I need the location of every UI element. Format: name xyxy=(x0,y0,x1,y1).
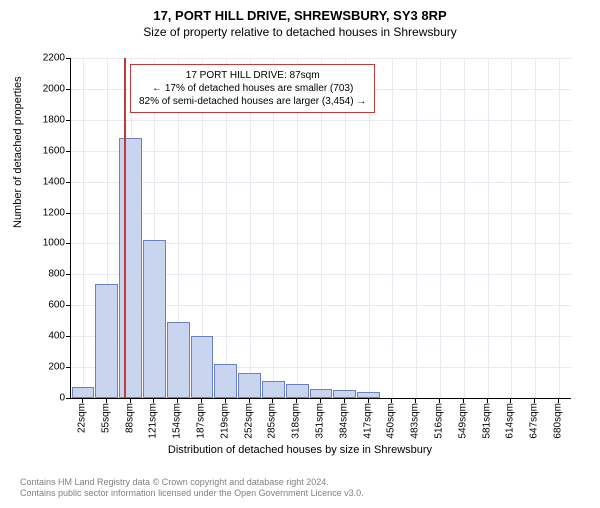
ytick-mark xyxy=(66,213,71,214)
xtick-label: 219sqm xyxy=(219,403,230,439)
xtick-label: 187sqm xyxy=(195,403,206,439)
xtick-label: 88sqm xyxy=(124,403,135,433)
footer-line-1: Contains HM Land Registry data © Crown c… xyxy=(20,477,364,489)
ytick-mark xyxy=(66,336,71,337)
ytick-label: 600 xyxy=(25,300,65,311)
histogram-bar xyxy=(286,384,309,398)
ytick-mark xyxy=(66,367,71,368)
ytick-mark xyxy=(66,58,71,59)
x-axis-label: Distribution of detached houses by size … xyxy=(0,444,600,456)
footer-line-2: Contains public sector information licen… xyxy=(20,488,364,500)
histogram-bar xyxy=(238,373,261,398)
histogram-bar xyxy=(119,138,142,398)
xtick-label: 351sqm xyxy=(315,403,326,439)
property-marker-line xyxy=(124,58,126,398)
ytick-mark xyxy=(66,182,71,183)
chart-plot-area: 17 PORT HILL DRIVE: 87sqm ← 17% of detac… xyxy=(70,58,570,398)
chart-title-sub: Size of property relative to detached ho… xyxy=(0,25,600,39)
gridline-v xyxy=(559,58,560,398)
xtick-label: 154sqm xyxy=(172,403,183,439)
histogram-bar xyxy=(333,390,356,398)
gridline-v xyxy=(488,58,489,398)
ytick-label: 200 xyxy=(25,362,65,373)
histogram-bar xyxy=(95,284,118,398)
ytick-mark xyxy=(66,89,71,90)
ytick-label: 0 xyxy=(25,393,65,404)
gridline-v xyxy=(83,58,84,398)
xtick-label: 680sqm xyxy=(553,403,564,439)
xtick-label: 121sqm xyxy=(148,403,159,439)
ytick-label: 2000 xyxy=(25,83,65,94)
histogram-bar xyxy=(72,387,95,398)
xtick-label: 384sqm xyxy=(338,403,349,439)
footer-attribution: Contains HM Land Registry data © Crown c… xyxy=(20,477,364,500)
histogram-bar xyxy=(310,389,333,398)
ytick-label: 1200 xyxy=(25,207,65,218)
xtick-label: 22sqm xyxy=(76,403,87,433)
gridline-v xyxy=(511,58,512,398)
xtick-label: 581sqm xyxy=(481,403,492,439)
gridline-v xyxy=(535,58,536,398)
ytick-mark xyxy=(66,274,71,275)
ytick-label: 1400 xyxy=(25,176,65,187)
ytick-label: 2200 xyxy=(25,53,65,64)
histogram-bar xyxy=(167,322,190,398)
ytick-mark xyxy=(66,305,71,306)
ytick-mark xyxy=(66,398,71,399)
xtick-label: 516sqm xyxy=(434,403,445,439)
xtick-label: 417sqm xyxy=(362,403,373,439)
xtick-label: 252sqm xyxy=(243,403,254,439)
annotation-line-3: 82% of semi-detached houses are larger (… xyxy=(139,95,366,108)
xtick-label: 549sqm xyxy=(457,403,468,439)
histogram-bar xyxy=(143,240,166,398)
chart-title-main: 17, PORT HILL DRIVE, SHREWSBURY, SY3 8RP xyxy=(0,8,600,23)
ytick-label: 1000 xyxy=(25,238,65,249)
ytick-mark xyxy=(66,151,71,152)
annotation-line-2: ← 17% of detached houses are smaller (70… xyxy=(139,82,366,95)
xtick-label: 483sqm xyxy=(410,403,421,439)
gridline-v xyxy=(416,58,417,398)
ytick-label: 1600 xyxy=(25,145,65,156)
xtick-label: 450sqm xyxy=(386,403,397,439)
histogram-bar xyxy=(262,381,285,398)
xtick-label: 55sqm xyxy=(100,403,111,433)
ytick-mark xyxy=(66,120,71,121)
ytick-mark xyxy=(66,243,71,244)
xtick-label: 647sqm xyxy=(529,403,540,439)
gridline-v xyxy=(464,58,465,398)
histogram-bar xyxy=(191,336,214,398)
histogram-bar xyxy=(214,364,237,398)
xtick-label: 285sqm xyxy=(267,403,278,439)
annotation-box: 17 PORT HILL DRIVE: 87sqm ← 17% of detac… xyxy=(130,64,375,113)
gridline-v xyxy=(392,58,393,398)
y-axis-label: Number of detached properties xyxy=(12,76,24,228)
ytick-label: 800 xyxy=(25,269,65,280)
ytick-label: 1800 xyxy=(25,114,65,125)
gridline-v xyxy=(440,58,441,398)
annotation-line-1: 17 PORT HILL DRIVE: 87sqm xyxy=(139,69,366,82)
xtick-label: 614sqm xyxy=(505,403,516,439)
ytick-label: 400 xyxy=(25,331,65,342)
xtick-label: 318sqm xyxy=(291,403,302,439)
